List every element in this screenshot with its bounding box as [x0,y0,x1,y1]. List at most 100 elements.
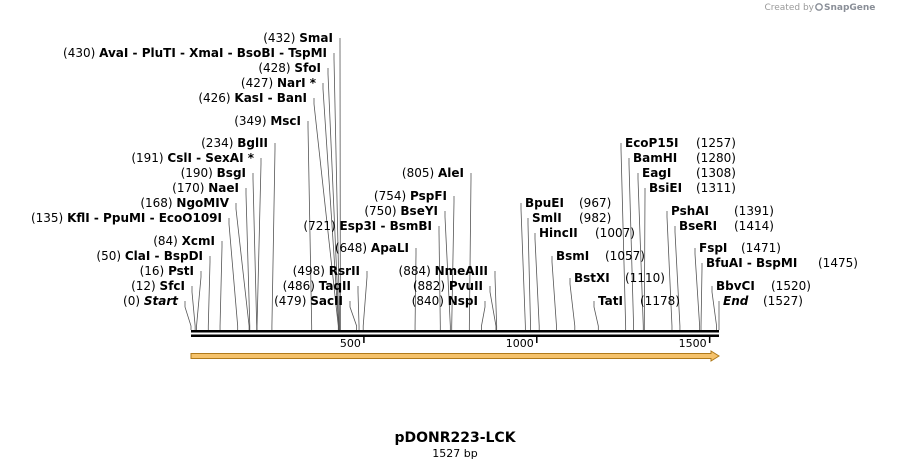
site-label-avai[interactable]: (430) AvaI - PluTI - XmaI - BsoBI - TspM… [63,46,327,60]
site-label-bamhi[interactable]: BamHI [633,151,677,165]
site-line-ecop15i [620,143,627,330]
site-line-fspi [694,248,701,330]
site-enzymes-bpuei: BpuEI [525,196,564,210]
site-line-eagi [637,173,644,330]
feature-arrow-shape[interactable] [190,350,720,362]
site-label-msci[interactable]: (349) MscI [234,114,301,128]
site-enzymes-esp3i: Esp3I - BsmBI [340,219,432,233]
site-enzymes-clai: ClaI - BspDI [125,249,203,263]
site-label-kfli[interactable]: (135) KflI - PpuMI - EcoO109I [31,211,222,225]
site-enzymes-bbvci: BbvCI [716,279,755,293]
site-line-start [184,301,192,330]
site-label-kasi[interactable]: (426) KasI - BanI [198,91,307,105]
site-label-bseri[interactable]: BseRI [679,219,717,233]
site-line-apali [414,248,417,330]
site-label-taqii[interactable]: (486) TaqII [283,279,351,293]
site-label-bglii[interactable]: (234) BglII [201,136,268,150]
site-position-bseyi: (750) [364,204,400,218]
site-line-naei [245,188,251,330]
site-label-pspfi[interactable]: (754) PspFI [374,189,447,203]
site-line-smli [527,218,531,330]
site-position-sacii: (479) [274,294,310,308]
site-enzymes-sfoi: SfoI [294,61,321,75]
site-label-naei[interactable]: (170) NaeI [172,181,239,195]
site-label-nari[interactable]: (427) NarI * [241,76,317,90]
site-line-alei [468,173,472,330]
site-enzymes-tati: TatI [598,294,623,308]
site-label-psti[interactable]: (16) PstI [140,264,194,278]
site-position-sfoi: (428) [258,61,294,75]
site-label-bsiei[interactable]: BsiEI [649,181,682,195]
site-enzymes-eagi: EagI [642,166,671,180]
site-label-smai[interactable]: (432) SmaI [263,31,333,45]
site-label-sfoi[interactable]: (428) SfoI [258,61,321,75]
site-label-csli[interactable]: (191) CslI - SexAI * [131,151,254,165]
site-label-bbvci[interactable]: BbvCI [716,279,755,293]
site-label-smli[interactable]: SmlI [532,211,562,225]
site-line-nspi [481,301,486,330]
site-label-nmeaiii[interactable]: (884) NmeAIII [399,264,488,278]
site-line-xcmi [219,241,223,330]
site-label-apali[interactable]: (648) ApaLI [335,241,409,255]
site-label-start[interactable]: (0) Start [123,294,179,308]
site-label-nspi[interactable]: (840) NspI [412,294,478,308]
site-enzymes-smai: SmaI [299,31,333,45]
site-label-bstxi[interactable]: BstXI [574,271,610,285]
site-label-alei[interactable]: (805) AleI [402,166,464,180]
site-label-sacii[interactable]: (479) SacII [274,294,343,308]
site-position-bsmi: (1057) [605,249,645,263]
site-line-bbvci [711,286,717,330]
site-label-end[interactable]: End [723,294,749,308]
site-label-sfci[interactable]: (12) SfcI [131,279,185,293]
site-position-bsiei: (1311) [696,181,736,195]
site-position-bglii: (234) [201,136,237,150]
site-label-pvuii[interactable]: (882) PvuII [413,279,483,293]
site-label-tati[interactable]: TatI [598,294,623,308]
site-enzymes-pshai: PshAI [671,204,709,218]
site-label-esp3i[interactable]: (721) Esp3I - BsmBI [303,219,432,233]
site-lines [184,38,720,330]
site-enzymes-kfli: KflI - PpuMI - EcoO109I [67,211,222,225]
site-label-bpuei[interactable]: BpuEI [525,196,564,210]
site-position-bbvci: (1520) [771,279,811,293]
site-line-rsrii [362,271,368,330]
site-line-kfli [228,218,239,330]
site-enzymes-kasi: KasI - BanI [234,91,307,105]
site-label-clai[interactable]: (50) ClaI - BspDI [96,249,203,263]
site-line-bamhi [628,158,634,330]
site-label-rsrii[interactable]: (498) RsrII [293,264,360,278]
site-enzymes-bseri: BseRI [679,219,717,233]
site-label-bsmi[interactable]: BsmI [556,249,589,263]
site-position-avai: (430) [63,46,99,60]
axis-tick-label-500: 500 [340,337,361,350]
credit-prefix: Created by [764,3,814,13]
site-label-bfuai[interactable]: BfuAI - BspMI [706,256,797,270]
site-enzymes-sfci: SfcI [160,279,185,293]
feature-arrow[interactable] [190,350,720,362]
site-enzymes-smli: SmlI [532,211,562,225]
axis-ticks: 500 1000 1500 [340,337,711,350]
site-label-pshai[interactable]: PshAI [671,204,709,218]
site-label-ecop15i[interactable]: EcoP15I [625,136,679,150]
site-line-nmeaiii [494,271,498,330]
site-label-eagi[interactable]: EagI [642,166,671,180]
site-label-hincii[interactable]: HincII [539,226,578,240]
site-enzymes-ngomiv: NgoMIV [176,196,229,210]
site-position-kfli: (135) [31,211,67,225]
site-position-psti: (16) [140,264,168,278]
site-label-fspi[interactable]: FspI [699,241,727,255]
site-line-pshai [666,211,673,330]
site-enzymes-bglii: BglII [237,136,268,150]
site-enzymes-bsiei: BsiEI [649,181,682,195]
site-label-bseyi[interactable]: (750) BseYI [364,204,438,218]
site-label-ngomiv[interactable]: (168) NgoMIV [140,196,229,210]
site-label-xcmi[interactable]: (84) XcmI [153,234,215,248]
site-enzymes-apali: ApaLI [371,241,409,255]
site-position-nmeaiii: (884) [399,264,435,278]
site-position-end: (1527) [763,294,803,308]
site-position-apali: (648) [335,241,371,255]
site-label-bsgi[interactable]: (190) BsgI [181,166,246,180]
site-line-msci [307,121,313,330]
axis-tick-label-1500: 1500 [679,337,707,350]
